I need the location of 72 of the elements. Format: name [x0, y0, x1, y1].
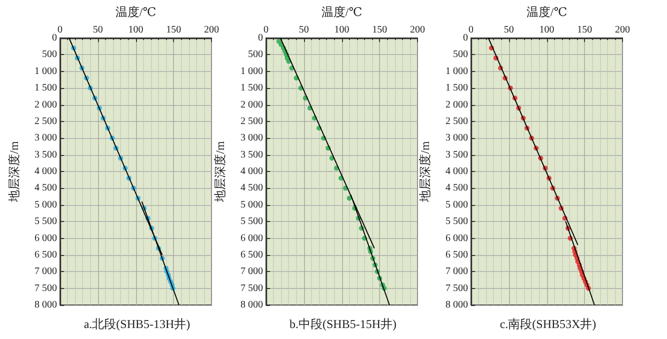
y-tick-label: 6 500	[446, 249, 468, 260]
y-tick-label: 7 500	[34, 282, 57, 294]
y-tick-label: 0	[463, 32, 468, 44]
x-axis-title: 温度/℃	[321, 5, 362, 19]
y-tick-label: 1 500	[240, 82, 263, 94]
y-tick-label: 3 500	[240, 149, 263, 160]
y-tick-label: 6 000	[34, 232, 57, 244]
y-tick-label: 6 000	[446, 232, 468, 244]
y-tick-label: 0	[52, 32, 57, 44]
y-tick-label: 1 000	[446, 66, 468, 77]
text: a.北段(SHB5-13H井)	[84, 317, 190, 331]
y-tick-label: 2 500	[34, 116, 57, 127]
y-tick-label: 2 500	[446, 116, 468, 127]
y-tick-label: 6 000	[240, 232, 263, 244]
y-tick-label: 4 500	[34, 182, 57, 194]
y-tick-label: 500	[248, 49, 263, 60]
y-tick-label: 2 000	[240, 99, 263, 110]
y-tick-label: 5 500	[240, 216, 263, 228]
y-tick-label: 1 000	[240, 66, 263, 77]
x-tick-label: 100	[128, 24, 144, 36]
y-tick-label: 4 000	[240, 166, 263, 177]
x-tick-label: 100	[334, 24, 350, 36]
y-tick-label: 7 000	[446, 266, 468, 278]
y-tick-label: 5 000	[34, 199, 57, 210]
y-axis-title: 地层深度/m	[418, 140, 432, 203]
y-tick-label: 6 500	[240, 249, 263, 260]
y-tick-label: 3 000	[34, 132, 57, 144]
x-axis-title: 温度/℃	[115, 5, 156, 19]
y-tick-label: 1 000	[34, 66, 57, 77]
x-tick-label: 200	[615, 24, 630, 36]
y-tick-label: 5 000	[446, 199, 468, 210]
y-tick-label: 2 500	[240, 116, 263, 127]
y-tick-label: 2 000	[34, 99, 57, 110]
x-tick-label: 150	[166, 24, 182, 36]
x-tick-label: 200	[410, 24, 425, 36]
x-axis-title: 温度/℃	[526, 5, 568, 19]
y-tick-label: 7 000	[240, 266, 263, 278]
x-tick-label: 50	[298, 24, 309, 36]
y-tick-label: 4 500	[446, 182, 468, 194]
x-tick-label: 200	[204, 24, 219, 36]
y-tick-label: 7 000	[34, 266, 57, 278]
y-tick-label: 500	[42, 49, 57, 60]
y-tick-label: 7 500	[446, 282, 468, 294]
y-tick-label: 8 000	[240, 300, 263, 310]
y-tick-label: 4 500	[240, 182, 263, 194]
y-tick-label: 3 500	[446, 149, 468, 160]
y-axis-title: 地层深度/m	[213, 140, 227, 203]
y-tick-label: 4 000	[34, 166, 57, 177]
y-tick-label: 8 000	[446, 300, 468, 310]
x-tick-label: 150	[577, 24, 592, 36]
y-axis-title: 地层深度/m	[7, 140, 21, 203]
y-tick-label: 5 000	[240, 199, 263, 210]
y-tick-label: 3 000	[446, 132, 468, 144]
text: c.南段(SHB53X井)	[500, 317, 596, 331]
y-tick-label: 3 500	[34, 149, 57, 160]
y-tick-label: 8 000	[34, 300, 57, 310]
y-tick-label: 5 500	[446, 216, 468, 228]
y-tick-label: 3 000	[240, 132, 263, 144]
y-tick-label: 0	[258, 32, 263, 44]
y-tick-label: 500	[453, 49, 468, 60]
text: b.中段(SHB5-15H井)	[290, 317, 396, 331]
x-tick-label: 50	[504, 24, 514, 36]
y-tick-label: 6 500	[34, 249, 57, 260]
x-tick-label: 50	[92, 24, 103, 36]
y-tick-label: 4 000	[446, 166, 468, 177]
y-tick-label: 2 000	[446, 99, 468, 110]
x-tick-label: 100	[539, 24, 554, 36]
y-tick-label: 7 500	[240, 282, 263, 294]
x-tick-label: 150	[372, 24, 388, 36]
y-tick-label: 1 500	[34, 82, 57, 94]
y-tick-label: 5 500	[34, 216, 57, 228]
y-tick-label: 1 500	[446, 82, 468, 94]
